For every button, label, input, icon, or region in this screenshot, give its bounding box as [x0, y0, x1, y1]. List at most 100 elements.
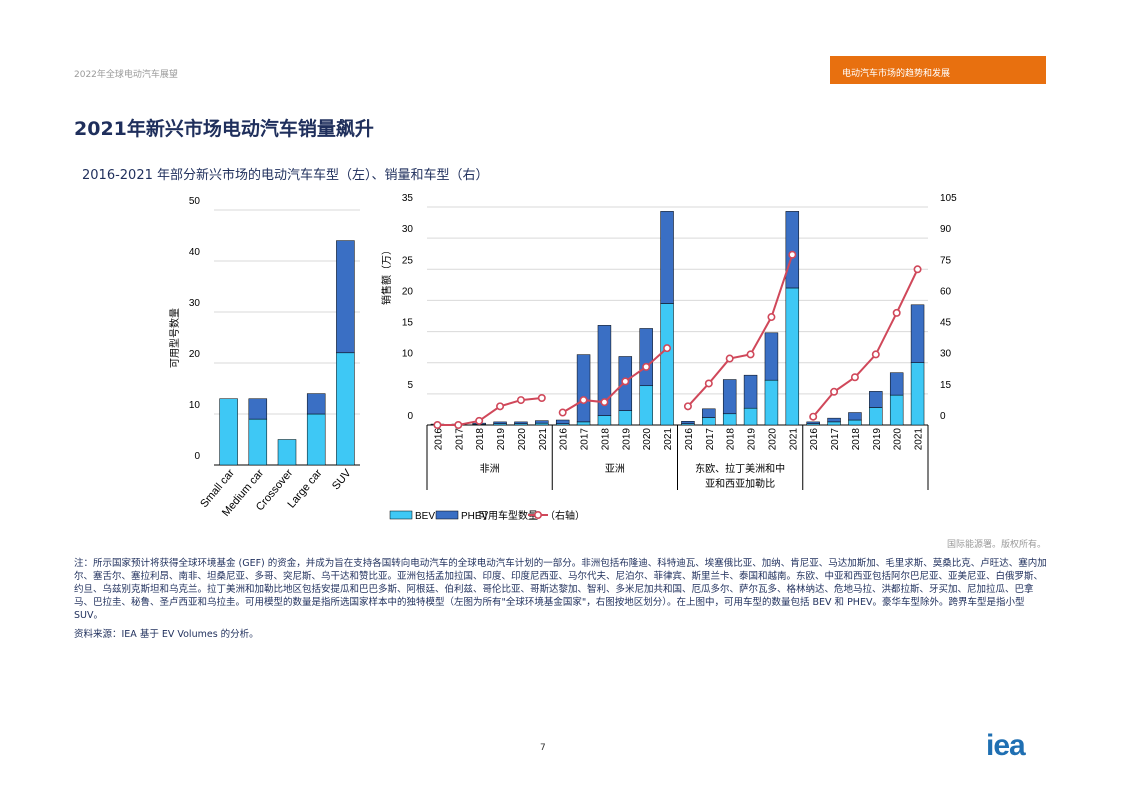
figure-source: 资料来源：IEA 基于 EV Volumes 的分析。	[74, 629, 259, 640]
models-point	[830, 387, 839, 396]
bar-bev	[910, 362, 925, 426]
models-point	[496, 402, 505, 411]
legend-label-models: 可用车型数量	[478, 509, 538, 522]
bar-phev	[722, 379, 737, 415]
bar-phev	[493, 421, 507, 425]
bar-bev	[219, 398, 238, 466]
bar-phev	[889, 372, 904, 396]
bar-bev	[248, 418, 268, 466]
models-point	[579, 396, 588, 405]
y-tick-label: 40	[189, 247, 201, 258]
models-point	[892, 308, 901, 317]
x-tick-label: 2019	[621, 428, 632, 451]
bar-bev	[785, 287, 800, 426]
x-tick-label: 2021	[914, 428, 925, 451]
bar-bev	[827, 421, 841, 426]
bar-phev	[743, 374, 758, 409]
bar-bev	[764, 379, 779, 426]
bar-phev	[576, 354, 591, 423]
bar-bev	[597, 415, 612, 426]
bar-phev	[660, 211, 674, 304]
group-label: 亚洲	[605, 463, 625, 475]
models-point	[621, 377, 630, 386]
models-line	[562, 347, 668, 414]
y2-tick-label: 30	[940, 349, 952, 360]
models-line	[812, 268, 919, 418]
bar-phev	[535, 420, 549, 424]
y-axis-title: 销售额（万）	[380, 245, 393, 305]
section-tab[interactable]: 电动汽车市场的趋势和发展	[830, 56, 1046, 84]
figure-title: 2016-2021 年部分新兴市场的电动汽车车型（左）、销量和车型（右）	[82, 168, 489, 183]
y-tick-label: 10	[189, 400, 201, 411]
models-point	[558, 408, 567, 417]
bar-phev	[869, 391, 883, 408]
bar-bev	[618, 410, 633, 426]
x-tick-label: 2019	[872, 428, 883, 451]
iea-logo: iea	[986, 729, 1026, 762]
y2-tick-label: 75	[940, 255, 952, 266]
x-tick-label: 2017	[454, 428, 465, 451]
x-tick-label: 2020	[767, 428, 778, 451]
y-tick-label: 30	[189, 298, 201, 309]
bar-bev	[869, 407, 883, 426]
x-tick-label: 2017	[830, 428, 841, 451]
y2-tick-label: 90	[940, 224, 952, 235]
bar-bev	[535, 422, 549, 426]
bar-phev	[806, 421, 820, 425]
x-tick-label: 2020	[517, 428, 528, 451]
bar-phev	[827, 417, 841, 423]
x-tick-label: 2020	[893, 428, 904, 451]
legend-label-bev: BEV	[415, 511, 435, 522]
y-tick-label: 35	[402, 193, 414, 204]
models-point	[725, 354, 734, 363]
legend-label-phev: PHEV	[461, 511, 489, 522]
models-line	[687, 254, 794, 407]
x-tick-label: 2016	[559, 428, 570, 451]
group-label: 东欧、拉丁美洲和中	[695, 462, 785, 475]
bar-phev	[248, 398, 268, 420]
bar-phev	[764, 332, 779, 381]
bar-bev	[660, 303, 674, 426]
page-title: 2021年新兴市场电动汽车销量飙升	[74, 118, 374, 140]
y-tick-label: 10	[402, 349, 414, 360]
x-tick-label: 2019	[496, 428, 507, 451]
models-point	[433, 420, 442, 429]
bar-bev	[702, 417, 716, 426]
y-tick-label: 0	[194, 451, 200, 462]
models-point	[850, 373, 859, 382]
models-point	[809, 412, 818, 421]
bar-bev	[848, 419, 862, 426]
x-tick-label: 2020	[642, 428, 653, 451]
models-point	[788, 250, 797, 259]
bar-phev	[306, 393, 326, 415]
y-tick-label: 30	[402, 224, 414, 235]
y2-tick-label: 60	[940, 286, 952, 297]
models-point	[683, 402, 692, 411]
models-point	[767, 313, 776, 322]
x-tick-label: 2018	[851, 428, 862, 451]
models-point	[642, 362, 651, 371]
models-point	[516, 396, 525, 405]
copyright-credit: 国际能源署。版权所有。	[946, 540, 1046, 550]
y2-tick-label: 0	[940, 411, 946, 422]
legend-axis-note: （右轴）	[545, 509, 585, 522]
models-point	[663, 344, 672, 353]
y2-tick-label: 45	[940, 318, 952, 329]
y-tick-label: 25	[402, 255, 414, 266]
y-tick-label: 20	[402, 286, 414, 297]
x-tick-label: 2018	[726, 428, 737, 451]
x-tick-label: 2016	[809, 428, 820, 451]
x-tick-label: 2017	[580, 428, 591, 451]
x-tick-label: 2017	[705, 428, 716, 451]
bar-bev	[336, 352, 355, 466]
legend-swatch-phev	[435, 510, 459, 520]
y-tick-label: 20	[189, 349, 201, 360]
y2-tick-label: 105	[940, 193, 957, 204]
bar-bev	[639, 385, 653, 426]
x-tick-label: 2018	[600, 428, 611, 451]
bar-phev	[514, 421, 528, 425]
x-tick-label: 2021	[788, 428, 799, 451]
y-tick-label: 15	[402, 318, 414, 329]
bar-phev	[681, 421, 695, 425]
